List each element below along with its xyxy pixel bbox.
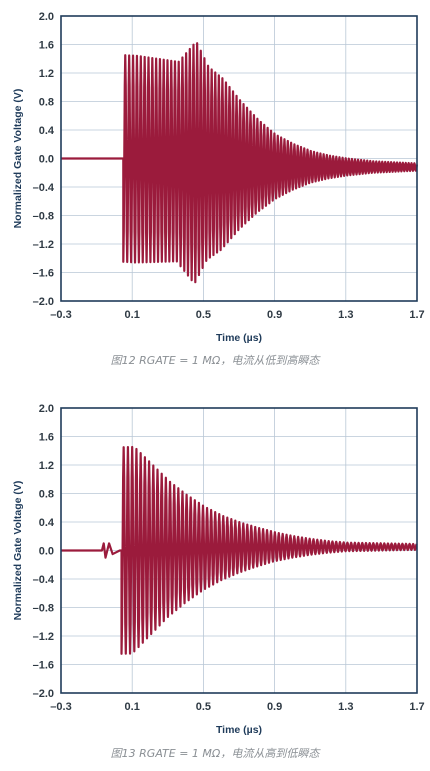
y-tick-label: –0.8 xyxy=(33,211,54,223)
y-tick-label: 0.0 xyxy=(39,154,54,166)
y-tick-label: –1.2 xyxy=(33,239,54,251)
x-tick-label: –0.3 xyxy=(50,701,71,713)
grid-lines xyxy=(61,16,417,301)
y-tick-label: 2.0 xyxy=(39,403,54,415)
chart-high-to-low: 2.0 1.6 1.2 0.8 0.4 0.0 –0.4 –0.8 –1.2 –1.6 –2.0 –… xyxy=(12,403,425,736)
y-tick-label: 1.6 xyxy=(39,432,54,444)
x-tick-label: 0.9 xyxy=(267,701,282,713)
y-tick-labels: 2.0 1.6 1.2 0.8 0.4 0.0 –0.4 –0.8 –1.2 –1.6 –2.0 xyxy=(33,11,55,308)
x-tick-label: 1.7 xyxy=(409,701,424,713)
x-tick-label: 0.9 xyxy=(267,309,282,321)
y-tick-label: –2.0 xyxy=(33,688,54,700)
x-tick-label: –0.3 xyxy=(50,309,71,321)
figure-caption-12: 图12 RGATE = 1 MΩ，电流从低到高瞬态 xyxy=(110,354,320,367)
plot-frame xyxy=(60,407,418,694)
x-tick-label: 1.7 xyxy=(409,309,424,321)
y-tick-label: –0.8 xyxy=(33,603,54,615)
y-tick-label: –2.0 xyxy=(33,296,54,308)
y-tick-label: 1.2 xyxy=(39,460,54,472)
y-axis-title: Normalized Gate Voltage (V) xyxy=(12,89,24,229)
y-tick-labels: 2.0 1.6 1.2 0.8 0.4 0.0 –0.4 –0.8 –1.2 –1.6 –2.0 xyxy=(33,403,55,700)
x-tick-labels: –0.3 0.1 0.5 0.9 1.3 1.7 xyxy=(50,309,424,321)
y-tick-label: 1.6 xyxy=(39,40,54,52)
y-tick-label: 0.4 xyxy=(39,517,55,529)
gate-voltage-series-line xyxy=(61,445,418,655)
x-tick-labels: –0.3 0.1 0.5 0.9 1.3 1.7 xyxy=(50,701,424,713)
chart-low-to-high: 2.0 1.6 1.2 0.8 0.4 0.0 –0.4 –0.8 –1.2 –1.6 –2.0 –… xyxy=(12,11,425,344)
x-tick-label: 0.5 xyxy=(196,309,211,321)
gate-voltage-trace xyxy=(61,42,418,284)
y-tick-label: –1.6 xyxy=(33,268,54,280)
y-tick-label: –1.6 xyxy=(33,660,54,672)
plot-frame xyxy=(60,15,418,302)
x-axis-title: Time (µs) xyxy=(216,332,262,344)
y-tick-label: –0.4 xyxy=(33,574,55,586)
y-tick-label: 2.0 xyxy=(39,11,54,23)
x-tick-label: 0.5 xyxy=(196,701,211,713)
x-tick-label: 1.3 xyxy=(338,309,353,321)
y-tick-label: 0.4 xyxy=(39,125,55,137)
figure-caption-13: 图13 RGATE = 1 MΩ，电流从高到低瞬态 xyxy=(110,747,320,760)
x-tick-label: 1.3 xyxy=(338,701,353,713)
y-tick-label: –0.4 xyxy=(33,182,55,194)
gate-voltage-trace xyxy=(61,445,418,655)
y-tick-label: 0.8 xyxy=(39,489,54,501)
y-tick-label: 1.2 xyxy=(39,68,54,80)
y-tick-label: 0.0 xyxy=(39,546,54,558)
x-axis-title: Time (µs) xyxy=(216,724,262,736)
x-tick-label: 0.1 xyxy=(125,309,140,321)
gate-voltage-series-line xyxy=(61,42,418,284)
y-tick-label: –1.2 xyxy=(33,631,54,643)
x-tick-label: 0.1 xyxy=(125,701,140,713)
y-axis-title: Normalized Gate Voltage (V) xyxy=(12,481,24,621)
y-tick-label: 0.8 xyxy=(39,97,54,109)
